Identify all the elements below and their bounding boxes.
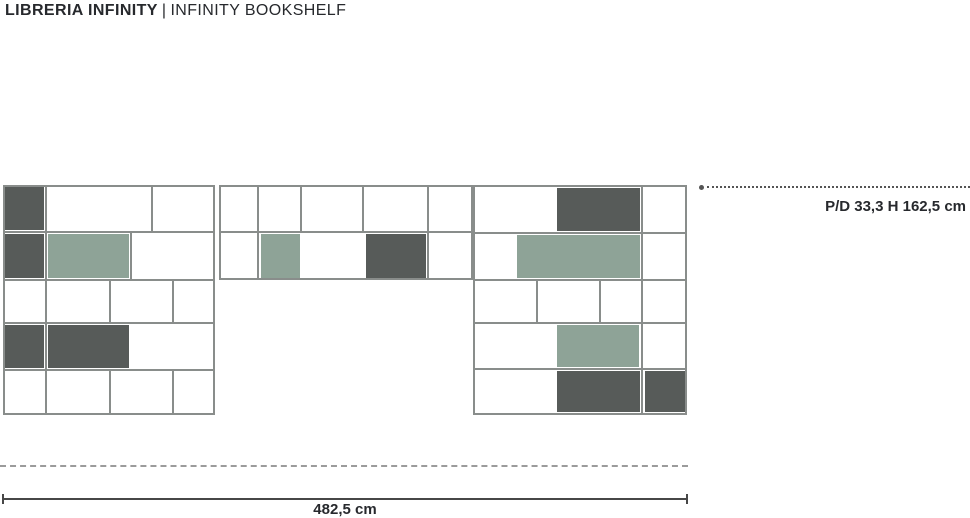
floor-dashed-line [0,465,688,467]
divider-line [109,280,111,323]
depth-height-leader-line [707,186,970,188]
divider-line [427,185,429,280]
storage-block-dark [5,325,44,368]
divider-line [109,370,111,415]
storage-block-dark [5,234,44,278]
storage-block-dark [557,371,640,412]
storage-block-dark [557,188,640,231]
divider-line [599,280,601,323]
shelf-line [473,368,687,370]
storage-block-dark [645,371,685,412]
shelf-line [3,322,215,324]
divider-line [300,185,302,232]
divider-line [536,280,538,323]
storage-block-dark [48,325,129,368]
dimension-tick-left [2,494,4,504]
storage-block-dark [5,187,44,230]
divider-line [172,370,174,415]
divider-line [172,280,174,323]
depth-height-dimension-label: P/D 33,3 H 162,5 cm [825,198,966,215]
shelf-line [473,279,687,281]
shelf-line [473,232,687,234]
shelf-line [473,322,687,324]
divider-line [45,185,47,415]
title-separator: | [161,2,167,19]
storage-block-green [517,235,640,278]
total-width-dimension-label: 482,5 cm [313,501,377,518]
divider-line [257,185,259,280]
product-title-italian: LIBRERIA INFINITY [5,2,158,19]
dimension-tick-right [686,494,688,504]
storage-block-green [557,325,639,367]
storage-block-green [261,234,300,278]
shelf-line [3,231,215,233]
leader-dot [699,185,704,190]
width-dimension-line [2,498,688,500]
storage-block-green [48,234,129,278]
module-frame-right-tower [473,185,687,415]
shelf-line [219,231,473,233]
divider-line [130,232,132,280]
page-title: LIBRERIA INFINITY | INFINITY BOOKSHELF [5,2,346,20]
divider-line [151,185,153,232]
divider-line [362,185,364,232]
divider-line [641,185,643,415]
storage-block-dark [366,234,426,278]
product-title-english: INFINITY BOOKSHELF [170,2,347,19]
